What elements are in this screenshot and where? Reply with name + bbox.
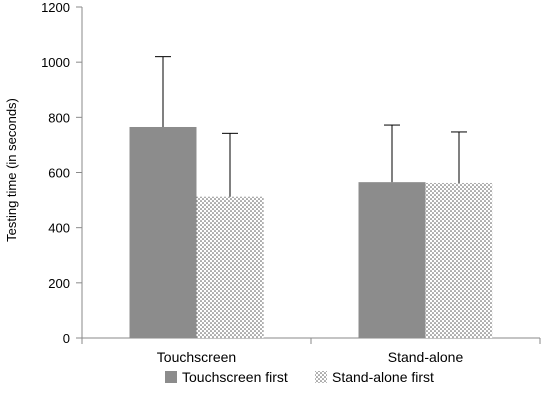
legend-label: Touchscreen first [182, 369, 288, 385]
bar-stand-alone-first [196, 196, 264, 338]
y-tick-label: 1000 [41, 55, 70, 70]
y-tick-label: 200 [48, 276, 70, 291]
y-tick-label: 400 [48, 221, 70, 236]
y-tick-label: 600 [48, 166, 70, 181]
legend-swatch [165, 371, 177, 383]
y-axis: 0 200 400 600 800 1000 1200 [41, 0, 83, 346]
x-category-label: Touchscreen [157, 349, 236, 365]
bar-touchscreen-first [358, 182, 426, 338]
bar-touchscreen-first [129, 126, 197, 338]
x-axis: Touchscreen Stand-alone [81, 337, 541, 365]
y-tick-label: 800 [48, 110, 70, 125]
y-tick-label: 0 [63, 331, 70, 346]
y-tick-label: 1200 [41, 0, 70, 15]
legend: Touchscreen first Stand-alone first [165, 369, 434, 385]
bars [129, 126, 493, 338]
x-category-label: Stand-alone [388, 349, 464, 365]
error-bars [155, 56, 467, 197]
y-axis-title: Testing time (in seconds) [4, 98, 19, 242]
legend-label: Stand-alone first [332, 369, 434, 385]
bar-stand-alone-first [425, 182, 493, 338]
legend-swatch [315, 371, 327, 383]
